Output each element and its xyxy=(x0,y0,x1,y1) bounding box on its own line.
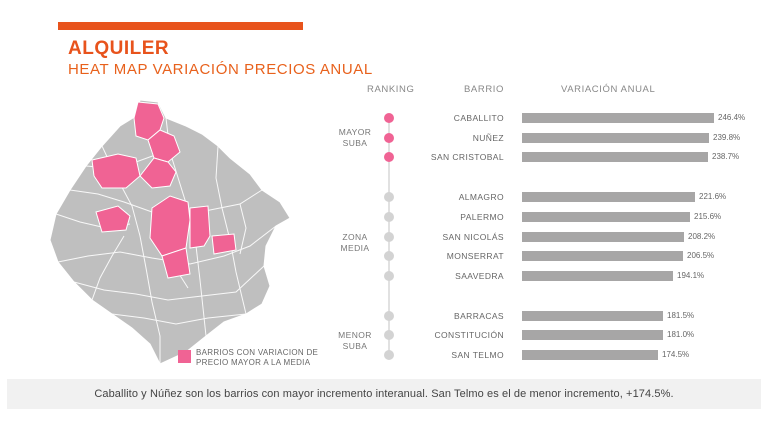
bar xyxy=(522,270,673,281)
rank-dot xyxy=(384,251,394,262)
group-label-line: SUBA xyxy=(342,138,368,148)
bar xyxy=(522,310,663,321)
legend-line-1: BARRIOS CON VARIACION DE xyxy=(196,348,319,357)
column-header-variation: VARIACIÓN ANUAL xyxy=(561,84,656,95)
district-san-cristobal xyxy=(211,233,237,255)
rank-dot xyxy=(384,211,394,222)
highlighted-districts xyxy=(91,101,237,279)
barrio-label: PALERMO xyxy=(460,211,504,222)
barrio-label: MONSERRAT xyxy=(446,251,504,262)
bar xyxy=(522,132,709,143)
page-subtitle: HEAT MAP VARIACIÓN PRECIOS ANUAL xyxy=(68,61,373,78)
bar xyxy=(522,251,683,262)
barrio-label: SAN NICOLÁS xyxy=(442,231,504,242)
district-boedo xyxy=(161,247,191,279)
rank-dot xyxy=(384,310,394,321)
barrio-label: NUÑEZ xyxy=(472,132,504,143)
group-label-line: MEDIA xyxy=(340,243,370,253)
bar-value-label: 238.7% xyxy=(712,152,740,162)
group-label: ZONA MEDIA xyxy=(330,232,380,254)
barrio-label: BARRACAS xyxy=(454,310,504,321)
bar xyxy=(522,113,714,123)
page-title: ALQUILER xyxy=(68,38,170,59)
bar-value-label: 208.2% xyxy=(688,231,716,241)
column-header-ranking: RANKING xyxy=(367,84,415,95)
legend-text: BARRIOS CON VARIACION DE PRECIO MAYOR A … xyxy=(196,348,346,368)
city-heat-map xyxy=(49,99,291,365)
rank-dot xyxy=(384,152,394,163)
barrio-label: SAN CRISTOBAL xyxy=(430,152,504,163)
bar xyxy=(522,330,663,341)
bar xyxy=(522,350,658,360)
bar-value-label: 221.6% xyxy=(699,192,727,202)
map-legend: BARRIOS CON VARIACION DE PRECIO MAYOR A … xyxy=(178,348,346,368)
rank-dot xyxy=(384,350,394,360)
rank-dot xyxy=(384,270,394,281)
barrio-label: SAAVEDRA xyxy=(455,270,504,281)
bar xyxy=(522,192,695,203)
legend-line-2: PRECIO MAYOR A LA MEDIA xyxy=(196,358,311,367)
column-header-barrio: BARRIO xyxy=(464,84,505,95)
rank-dot xyxy=(384,231,394,242)
rank-dot xyxy=(384,132,394,143)
accent-bar xyxy=(58,22,303,30)
district-almagro xyxy=(189,205,211,249)
group-label: MENOR SUBA xyxy=(330,330,380,352)
bar xyxy=(522,211,690,222)
barrio-label: CABALLITO xyxy=(453,113,504,123)
group-label: MAYOR SUBA xyxy=(330,127,380,149)
barrio-label: ALMAGRO xyxy=(458,192,504,203)
bar xyxy=(522,152,708,163)
group-label-line: ZONA xyxy=(342,232,368,242)
bar xyxy=(522,231,684,242)
footer-note: Caballito y Núñez son los barrios con ma… xyxy=(7,379,761,409)
district-belgrano xyxy=(139,157,177,189)
district-saavedra-north xyxy=(91,153,141,189)
bar-value-label: 206.5% xyxy=(687,251,715,261)
district-caballito xyxy=(149,195,191,257)
rank-dot xyxy=(384,113,394,123)
bar-value-label: 215.6% xyxy=(694,211,722,221)
bar-value-label: 246.4% xyxy=(718,113,746,122)
group-label-line: MAYOR xyxy=(338,127,372,137)
bar-value-label: 239.8% xyxy=(713,132,741,142)
barrio-label: CONSTITUCIÓN xyxy=(434,330,504,341)
barrio-label: SAN TELMO xyxy=(451,350,504,360)
group-label-line: SUBA xyxy=(342,341,368,351)
bar-value-label: 181.0% xyxy=(667,330,695,340)
rank-dot xyxy=(384,192,394,203)
rank-dot xyxy=(384,330,394,341)
district-almagro-west xyxy=(95,205,131,233)
legend-swatch xyxy=(178,350,191,363)
group-label-line: MENOR xyxy=(338,330,372,340)
bar-value-label: 174.5% xyxy=(662,350,690,359)
bar-value-label: 181.5% xyxy=(667,310,695,320)
bar-value-label: 194.1% xyxy=(677,270,705,280)
